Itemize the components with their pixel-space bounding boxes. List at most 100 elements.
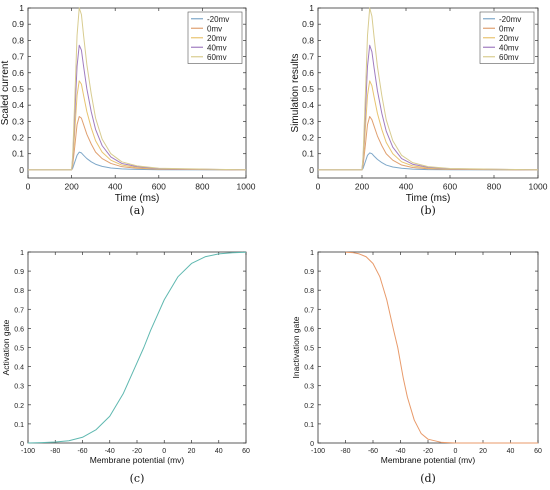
x-tick-label: 200 [355,182,369,192]
y-tick-label: 0.5 [304,346,314,353]
y-tick-label: 0.5 [302,84,314,94]
x-tick-label: 60 [242,448,250,455]
y-axis-label: Inactivation gate [291,316,301,378]
x-tick-label: -40 [395,448,405,455]
series-line-20mv [28,151,247,171]
y-tick-label: 0.9 [302,19,314,29]
y-tick-label: 0.7 [302,52,314,62]
y-tick-label: 1 [19,3,24,13]
x-tick-label: -80 [50,448,60,455]
y-tick-label: 0 [310,441,314,448]
panel-caption: (a) [129,204,144,217]
x-tick-label: 0 [162,448,166,455]
x-axis-label: Membrane potential (mv) [381,455,476,465]
y-tick-label: 0.3 [12,116,24,126]
series-line-0mv [28,115,247,171]
x-tick-label: -60 [77,448,87,455]
series-line-40mv [28,44,247,171]
y-axis-label: Activation gate [1,319,11,375]
chart-panel-d: 0 0.1 0.2 0.3 0.4 0.5 0.6 0.7 0.8 0.9 1 -100 -80 -60 -… [291,250,542,485]
legend-label: 40mv [499,43,519,52]
legend-label: -20mv [207,15,229,24]
x-tick-label: 60 [534,448,542,455]
series-line-0mv [318,115,539,171]
legend-label: 20mv [207,34,227,43]
x-tick-label: 600 [152,182,166,192]
y-tick-label: 0.6 [14,326,24,333]
x-axis-label: Time (ms) [406,193,451,204]
x-tick-label: -60 [368,448,378,455]
legend-label: 20mv [499,34,519,43]
curve-line [27,251,247,444]
y-tick-label: 0.7 [304,307,314,314]
y-tick-label: 0.4 [302,100,314,110]
x-axis-label: Time (ms) [115,193,160,204]
y-tick-label: 0.2 [304,403,314,410]
y-tick-label: 0.1 [12,149,24,159]
y-tick-label: 0.6 [12,68,24,78]
legend-label: 60mv [207,53,227,62]
x-tick-label: 0 [454,448,458,455]
series-line-60mv [28,7,247,171]
x-tick-label: 1000 [529,182,548,192]
panel-caption: (c) [130,472,145,485]
y-tick-label: 0.2 [12,133,24,143]
y-tick-label: 0.6 [302,68,314,78]
plot-frame [317,251,539,444]
x-tick-label: 400 [399,182,413,192]
series-line-60mv [318,7,539,171]
x-tick-label: -100 [21,448,35,455]
x-tick-label: 600 [443,182,457,192]
panel-caption: (b) [420,204,436,217]
plot-frame [27,7,247,179]
series-line-40mv [318,44,539,171]
y-tick-label: 0 [309,165,314,175]
x-tick-label: 20 [479,448,487,455]
series-line-20mv [318,152,539,171]
x-tick-label: 0 [316,182,321,192]
y-tick-label: 0 [19,165,24,175]
y-tick-label: 0.6 [304,326,314,333]
legend-label: 60mv [499,53,519,62]
legend-label: 40mv [207,43,227,52]
y-tick-label: 0.2 [14,403,24,410]
y-axis-label: Scaled current [0,61,11,126]
chart-panel-b: 0 0.1 0.2 0.3 0.4 0.5 0.6 0.7 0.8 0.9 1 0 200 400 600 8… [290,3,548,217]
y-tick-label: 0.7 [14,307,24,314]
y-tick-label: 0.4 [14,365,24,372]
legend-label: 0mv [207,24,222,33]
y-tick-label: 0.9 [304,269,314,276]
y-tick-label: 0.8 [12,35,24,45]
y-tick-label: 0.9 [12,19,24,29]
y-tick-label: 0.2 [302,133,314,143]
y-tick-label: 0 [20,441,24,448]
legend-label: 0mv [499,24,514,33]
y-tick-label: 0.9 [14,269,24,276]
y-tick-label: 0.4 [12,100,24,110]
x-tick-label: 0 [26,182,31,192]
y-tick-label: 0.1 [304,422,314,429]
chart-panel-c: 0 0.1 0.2 0.3 0.4 0.5 0.6 0.7 0.8 0.9 1 -100 -80 -60 -… [1,250,250,485]
y-tick-label: 0.3 [304,384,314,391]
chart-panel-a: 0 0.1 0.2 0.3 0.4 0.5 0.6 0.7 0.8 0.9 1 0 200 400 600 8… [0,3,256,217]
y-tick-label: 0.5 [14,346,24,353]
x-tick-label: 1000 [237,182,256,192]
x-tick-label: 800 [195,182,209,192]
x-tick-label: -40 [105,448,115,455]
legend-label: -20mv [499,15,521,24]
y-tick-label: 0.3 [302,116,314,126]
x-axis-label: Membrane potential (mv) [90,455,185,465]
y-tick-label: 1 [310,250,314,257]
y-tick-label: 0.5 [12,84,24,94]
y-tick-label: 0.8 [302,35,314,45]
series-line-20mv [318,80,539,171]
y-tick-label: 0.1 [302,149,314,159]
x-tick-label: -20 [423,448,433,455]
series-line-20mv [28,80,247,171]
x-tick-label: -100 [311,448,325,455]
y-tick-label: 0.8 [304,288,314,295]
y-tick-label: 0.8 [14,288,24,295]
y-tick-label: 0.1 [14,422,24,429]
x-tick-label: 20 [188,448,196,455]
